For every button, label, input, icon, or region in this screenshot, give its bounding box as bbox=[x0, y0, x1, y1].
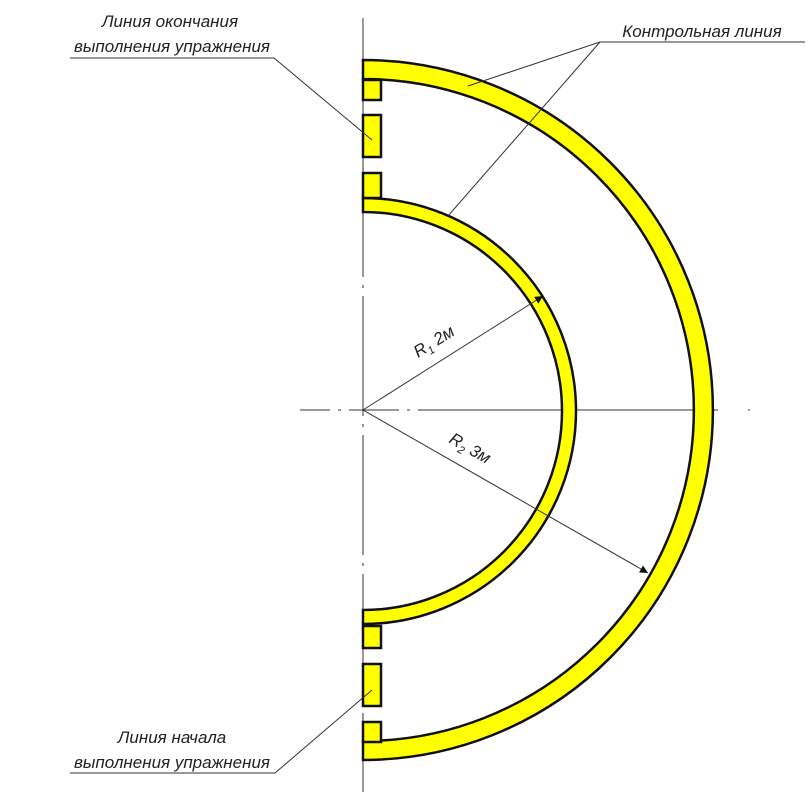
radius-2-label: R23м bbox=[445, 429, 495, 470]
end-leader bbox=[70, 57, 373, 141]
start-label: Линия начала bbox=[117, 728, 227, 747]
control-leader bbox=[467, 41, 805, 87]
control-leader bbox=[447, 41, 601, 217]
radius-1-label: R12м bbox=[410, 322, 460, 364]
radius-2-arrow bbox=[362, 409, 649, 574]
control-label: Контрольная линия bbox=[622, 22, 781, 41]
start-leader bbox=[70, 689, 373, 774]
inner-ring bbox=[361, 196, 578, 626]
start-end-boxes bbox=[361, 78, 383, 744]
radius-1-arrow bbox=[362, 295, 544, 411]
start-label: выполнения упражнения bbox=[74, 753, 270, 772]
end-label: Линия окончания bbox=[101, 12, 238, 31]
outer-ring bbox=[361, 58, 715, 762]
end-label: выполнения упражнения bbox=[74, 37, 270, 56]
